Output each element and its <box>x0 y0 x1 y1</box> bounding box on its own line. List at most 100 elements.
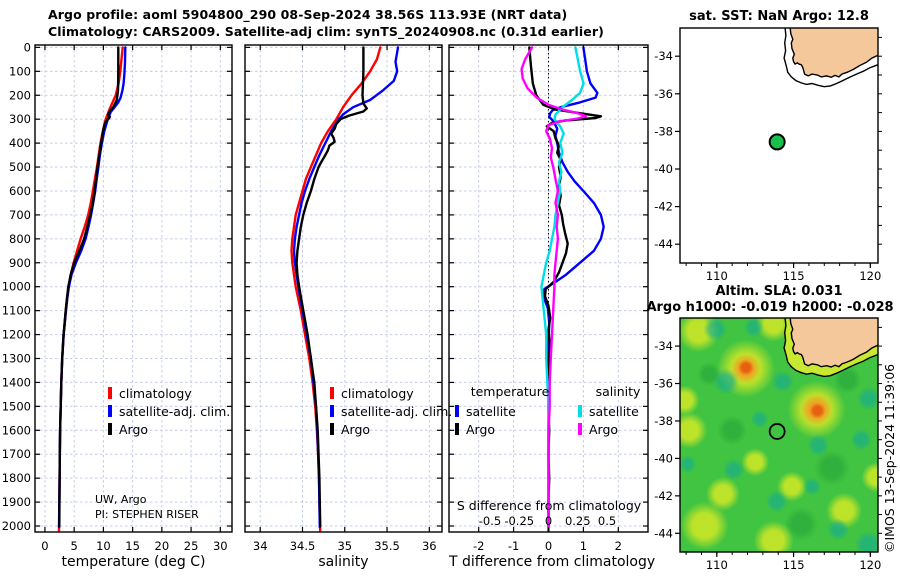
depth-tick-label: 1700 <box>2 447 31 461</box>
x-tick-label: 35.5 <box>374 539 400 553</box>
legend-swatch-s-satellite <box>578 405 582 417</box>
s-tick-label: 0.5 <box>598 514 616 528</box>
lon-tick-label: 115 <box>783 558 805 572</box>
legend-item: satellite-adj. clim. <box>330 402 452 420</box>
legend-label: satellite-adj. clim. <box>341 403 453 419</box>
lon-tick-label: 120 <box>859 558 881 572</box>
map-ocean <box>680 28 878 263</box>
legend-swatch-t-argo <box>455 423 459 435</box>
legend-swatch-climatology <box>330 387 334 399</box>
depth-tick-label: 1300 <box>2 351 31 365</box>
legend-item: satellite-adj. clim. <box>108 402 230 420</box>
plot-frame <box>34 44 233 533</box>
lat-tick-label: -34 <box>654 339 673 353</box>
series-argo <box>295 46 368 528</box>
legend-item: Argo <box>330 420 452 438</box>
depth-tick-label: 1600 <box>2 423 31 437</box>
series-satellite-adj-clim- <box>292 46 400 529</box>
legend-swatch-argo <box>330 423 334 435</box>
depth-tick-label: 100 <box>9 64 31 78</box>
sst-map-title: sat. SST: NaN Argo: 12.8 <box>689 9 869 24</box>
legend-label: satellite <box>466 403 516 419</box>
lat-tick-label: -34 <box>654 49 673 63</box>
legend-item: satellite <box>455 402 565 420</box>
depth-tick-label: 1000 <box>2 280 31 294</box>
x-tick-label: 10 <box>96 539 111 553</box>
lat-tick-label: -38 <box>654 124 673 138</box>
series-s-argo <box>520 46 588 532</box>
xlabel-salinity: salinity <box>318 554 369 570</box>
x-tick-label: 35 <box>337 539 352 553</box>
legend-diff-temperature: temperature satellite Argo <box>455 384 565 438</box>
legend-item: climatology <box>330 384 452 402</box>
annotation-pi: PI: STEPHEN RISER <box>95 508 199 521</box>
depth-tick-label: 700 <box>9 208 31 222</box>
x-tick-label: 0 <box>41 539 48 553</box>
map-frame <box>679 27 879 264</box>
x-tick-label: 36 <box>422 539 437 553</box>
legend-header-salinity: salinity <box>595 384 641 399</box>
x-tick-label: 15 <box>125 539 140 553</box>
legend-swatch-satellite-adj <box>108 405 112 417</box>
x-tick-label: 30 <box>213 539 228 553</box>
imos-credit: ©IMOS 13-Sep-2024 11:39:06 <box>882 363 897 553</box>
legend-label: climatology <box>119 385 192 401</box>
xlabel-temperature: temperature (deg C) <box>61 554 206 570</box>
x-tick-label: 25 <box>184 539 199 553</box>
legend-temperature-panel: climatology satellite-adj. clim. Argo <box>108 384 230 438</box>
report-title-line1: Argo profile: aoml 5904800_290 08-Sep-20… <box>48 7 568 22</box>
legend-label: satellite-adj. clim. <box>119 403 231 419</box>
legend-item: Argo <box>455 420 565 438</box>
lat-tick-label: -40 <box>654 451 673 465</box>
lat-tick-label: -42 <box>654 489 673 503</box>
sla-map-subtitle: Argo h1000: -0.019 h2000: -0.028 <box>646 300 894 315</box>
legend-swatch-climatology <box>108 387 112 399</box>
depth-tick-label: 400 <box>9 136 31 150</box>
depth-tick-label: 1200 <box>2 328 31 342</box>
x-tick-label: -2 <box>473 539 484 553</box>
sla-heatmap-field <box>680 318 878 552</box>
legend-salinity-panel: climatology satellite-adj. clim. Argo <box>330 384 452 438</box>
depth-tick-label: 200 <box>9 88 31 102</box>
depth-tick-label: 500 <box>9 160 31 174</box>
depth-tick-label: 600 <box>9 184 31 198</box>
legend-label: Argo <box>119 421 149 437</box>
lat-tick-label: -44 <box>654 526 673 540</box>
legend-label: Argo <box>589 421 619 437</box>
xlabel-tdiff: T difference from climatology <box>449 554 656 570</box>
legend-swatch-argo <box>108 423 112 435</box>
lat-tick-label: -44 <box>654 237 673 251</box>
coastline <box>789 27 879 79</box>
lon-tick-label: 110 <box>706 269 728 283</box>
lat-tick-label: -42 <box>654 200 673 214</box>
s-tick-label: 0 <box>545 514 552 528</box>
lon-tick-label: 115 <box>783 269 805 283</box>
series-s-satellite <box>540 46 585 532</box>
legend-diff-salinity: salinity satellite Argo <box>578 384 658 438</box>
depth-tick-label: 0 <box>24 40 31 54</box>
legend-label: satellite <box>589 403 639 419</box>
x-tick-label: 1 <box>580 539 587 553</box>
series-t-satellite <box>543 46 605 530</box>
x-tick-label: 5 <box>71 539 78 553</box>
s-diff-axis-label: S difference from climatology <box>456 498 642 513</box>
x-tick-label: -1 <box>508 539 519 553</box>
x-tick-label: 20 <box>155 539 170 553</box>
lon-tick-label: 110 <box>706 558 728 572</box>
shelf-contour <box>783 27 879 88</box>
legend-swatch-s-argo <box>578 423 582 435</box>
depth-tick-label: 2000 <box>2 519 31 533</box>
depth-tick-label: 1800 <box>2 471 31 485</box>
x-tick-label: 34.5 <box>290 539 316 553</box>
lon-tick-label: 120 <box>859 269 881 283</box>
series-satellite-adj-clim- <box>57 46 127 529</box>
series-argo <box>58 46 120 528</box>
legend-label: Argo <box>341 421 371 437</box>
s-tick-label: -0.25 <box>504 514 534 528</box>
depth-tick-label: 300 <box>9 112 31 126</box>
series-climatology <box>290 46 382 532</box>
plot-frame <box>448 44 649 533</box>
series-climatology <box>57 46 124 532</box>
x-tick-label: 0 <box>545 539 552 553</box>
